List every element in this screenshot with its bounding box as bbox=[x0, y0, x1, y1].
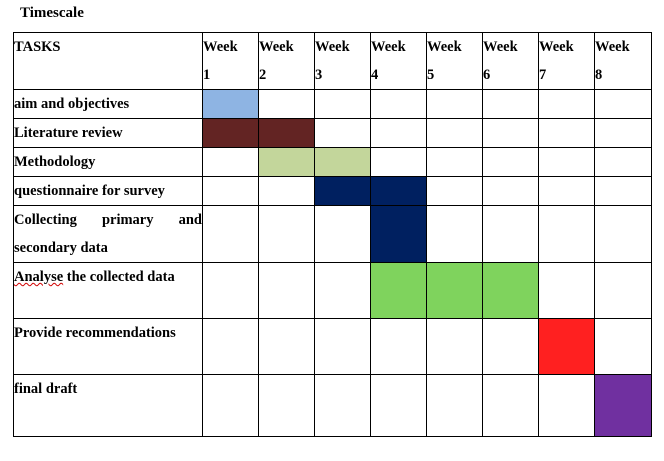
empty-cell-week-4 bbox=[370, 89, 427, 119]
empty-cell-week-1 bbox=[202, 262, 259, 319]
empty-cell-week-5 bbox=[426, 89, 483, 119]
empty-cell-week-6 bbox=[482, 205, 539, 263]
empty-cell-week-8 bbox=[594, 176, 652, 206]
empty-cell-week-2 bbox=[258, 374, 315, 437]
gantt-bar-week-4 bbox=[370, 176, 427, 206]
empty-cell-week-5 bbox=[426, 176, 483, 206]
empty-cell-week-7 bbox=[538, 118, 595, 148]
task-label: Methodology bbox=[13, 147, 203, 177]
empty-cell-week-1 bbox=[202, 374, 259, 437]
timescale-table: TASKS Week 1 Week 2 Week 3 Week 4 Week 5 Week… bbox=[13, 32, 652, 437]
week-header-2: Week 2 bbox=[258, 32, 315, 90]
gantt-bar-week-2 bbox=[258, 118, 315, 148]
gantt-bar-week-1 bbox=[202, 89, 259, 119]
empty-cell-week-1 bbox=[202, 176, 259, 206]
empty-cell-week-8 bbox=[594, 89, 652, 119]
gantt-bar-week-7 bbox=[538, 318, 595, 375]
empty-cell-week-7 bbox=[538, 205, 595, 263]
empty-cell-week-7 bbox=[538, 374, 595, 437]
empty-cell-week-7 bbox=[538, 176, 595, 206]
empty-cell-week-4 bbox=[370, 318, 427, 375]
empty-cell-week-2 bbox=[258, 89, 315, 119]
task-label: Analyse the collected data bbox=[13, 262, 203, 319]
week-header-3: Week 3 bbox=[314, 32, 371, 90]
task-row: Methodology bbox=[13, 147, 652, 177]
empty-cell-week-7 bbox=[538, 147, 595, 177]
week-header-8: Week 8 bbox=[594, 32, 652, 90]
week-header-1: Week 1 bbox=[202, 32, 259, 90]
week-header-5: Week 5 bbox=[426, 32, 483, 90]
empty-cell-week-8 bbox=[594, 118, 652, 148]
empty-cell-week-2 bbox=[258, 262, 315, 319]
empty-cell-week-5 bbox=[426, 318, 483, 375]
week-header-6: Week 6 bbox=[482, 32, 539, 90]
gantt-bar-week-6 bbox=[482, 262, 539, 319]
empty-cell-week-6 bbox=[482, 89, 539, 119]
task-row: Provide recommendations bbox=[13, 318, 652, 375]
empty-cell-week-3 bbox=[314, 89, 371, 119]
task-row: final draft bbox=[13, 374, 652, 437]
gantt-bar-week-8 bbox=[594, 374, 652, 437]
task-label: aim and objectives bbox=[13, 89, 203, 119]
task-label: Collecting primary and secondary data bbox=[13, 205, 203, 263]
empty-cell-week-8 bbox=[594, 262, 652, 319]
empty-cell-week-2 bbox=[258, 176, 315, 206]
empty-cell-week-8 bbox=[594, 147, 652, 177]
tasks-header: TASKS bbox=[13, 32, 203, 90]
empty-cell-week-5 bbox=[426, 374, 483, 437]
empty-cell-week-6 bbox=[482, 318, 539, 375]
gantt-bar-week-1 bbox=[202, 118, 259, 148]
task-row: aim and objectives bbox=[13, 89, 652, 119]
empty-cell-week-5 bbox=[426, 118, 483, 148]
empty-cell-week-3 bbox=[314, 262, 371, 319]
empty-cell-week-6 bbox=[482, 147, 539, 177]
empty-cell-week-2 bbox=[258, 318, 315, 375]
gantt-bar-week-2 bbox=[258, 147, 315, 177]
task-label: questionnaire for survey bbox=[13, 176, 203, 206]
empty-cell-week-3 bbox=[314, 318, 371, 375]
task-row: Literature review bbox=[13, 118, 652, 148]
empty-cell-week-1 bbox=[202, 147, 259, 177]
task-row: Collecting primary and secondary data bbox=[13, 205, 652, 263]
empty-cell-week-4 bbox=[370, 374, 427, 437]
week-header-7: Week 7 bbox=[538, 32, 595, 90]
empty-cell-week-7 bbox=[538, 262, 595, 319]
empty-cell-week-3 bbox=[314, 374, 371, 437]
gantt-bar-week-3 bbox=[314, 176, 371, 206]
empty-cell-week-3 bbox=[314, 118, 371, 148]
empty-cell-week-6 bbox=[482, 118, 539, 148]
empty-cell-week-6 bbox=[482, 374, 539, 437]
gantt-bar-week-5 bbox=[426, 262, 483, 319]
header-row: TASKS Week 1 Week 2 Week 3 Week 4 Week 5 Week… bbox=[13, 32, 652, 90]
gantt-bar-week-4 bbox=[370, 205, 427, 263]
spellcheck-word: Analyse bbox=[14, 269, 64, 285]
task-row: Analyse the collected data bbox=[13, 262, 652, 319]
empty-cell-week-5 bbox=[426, 205, 483, 263]
empty-cell-week-7 bbox=[538, 89, 595, 119]
empty-cell-week-3 bbox=[314, 205, 371, 263]
empty-cell-week-4 bbox=[370, 147, 427, 177]
empty-cell-week-2 bbox=[258, 205, 315, 263]
task-label: Literature review bbox=[13, 118, 203, 148]
week-header-4: Week 4 bbox=[370, 32, 427, 90]
empty-cell-week-1 bbox=[202, 205, 259, 263]
task-label: final draft bbox=[13, 374, 203, 437]
empty-cell-week-5 bbox=[426, 147, 483, 177]
empty-cell-week-1 bbox=[202, 318, 259, 375]
gantt-bar-week-4 bbox=[370, 262, 427, 319]
empty-cell-week-8 bbox=[594, 205, 652, 263]
task-row: questionnaire for survey bbox=[13, 176, 652, 206]
empty-cell-week-6 bbox=[482, 176, 539, 206]
gantt-bar-week-3 bbox=[314, 147, 371, 177]
page-title: Timescale bbox=[20, 5, 84, 21]
empty-cell-week-8 bbox=[594, 318, 652, 375]
task-label: Provide recommendations bbox=[13, 318, 203, 375]
empty-cell-week-4 bbox=[370, 118, 427, 148]
